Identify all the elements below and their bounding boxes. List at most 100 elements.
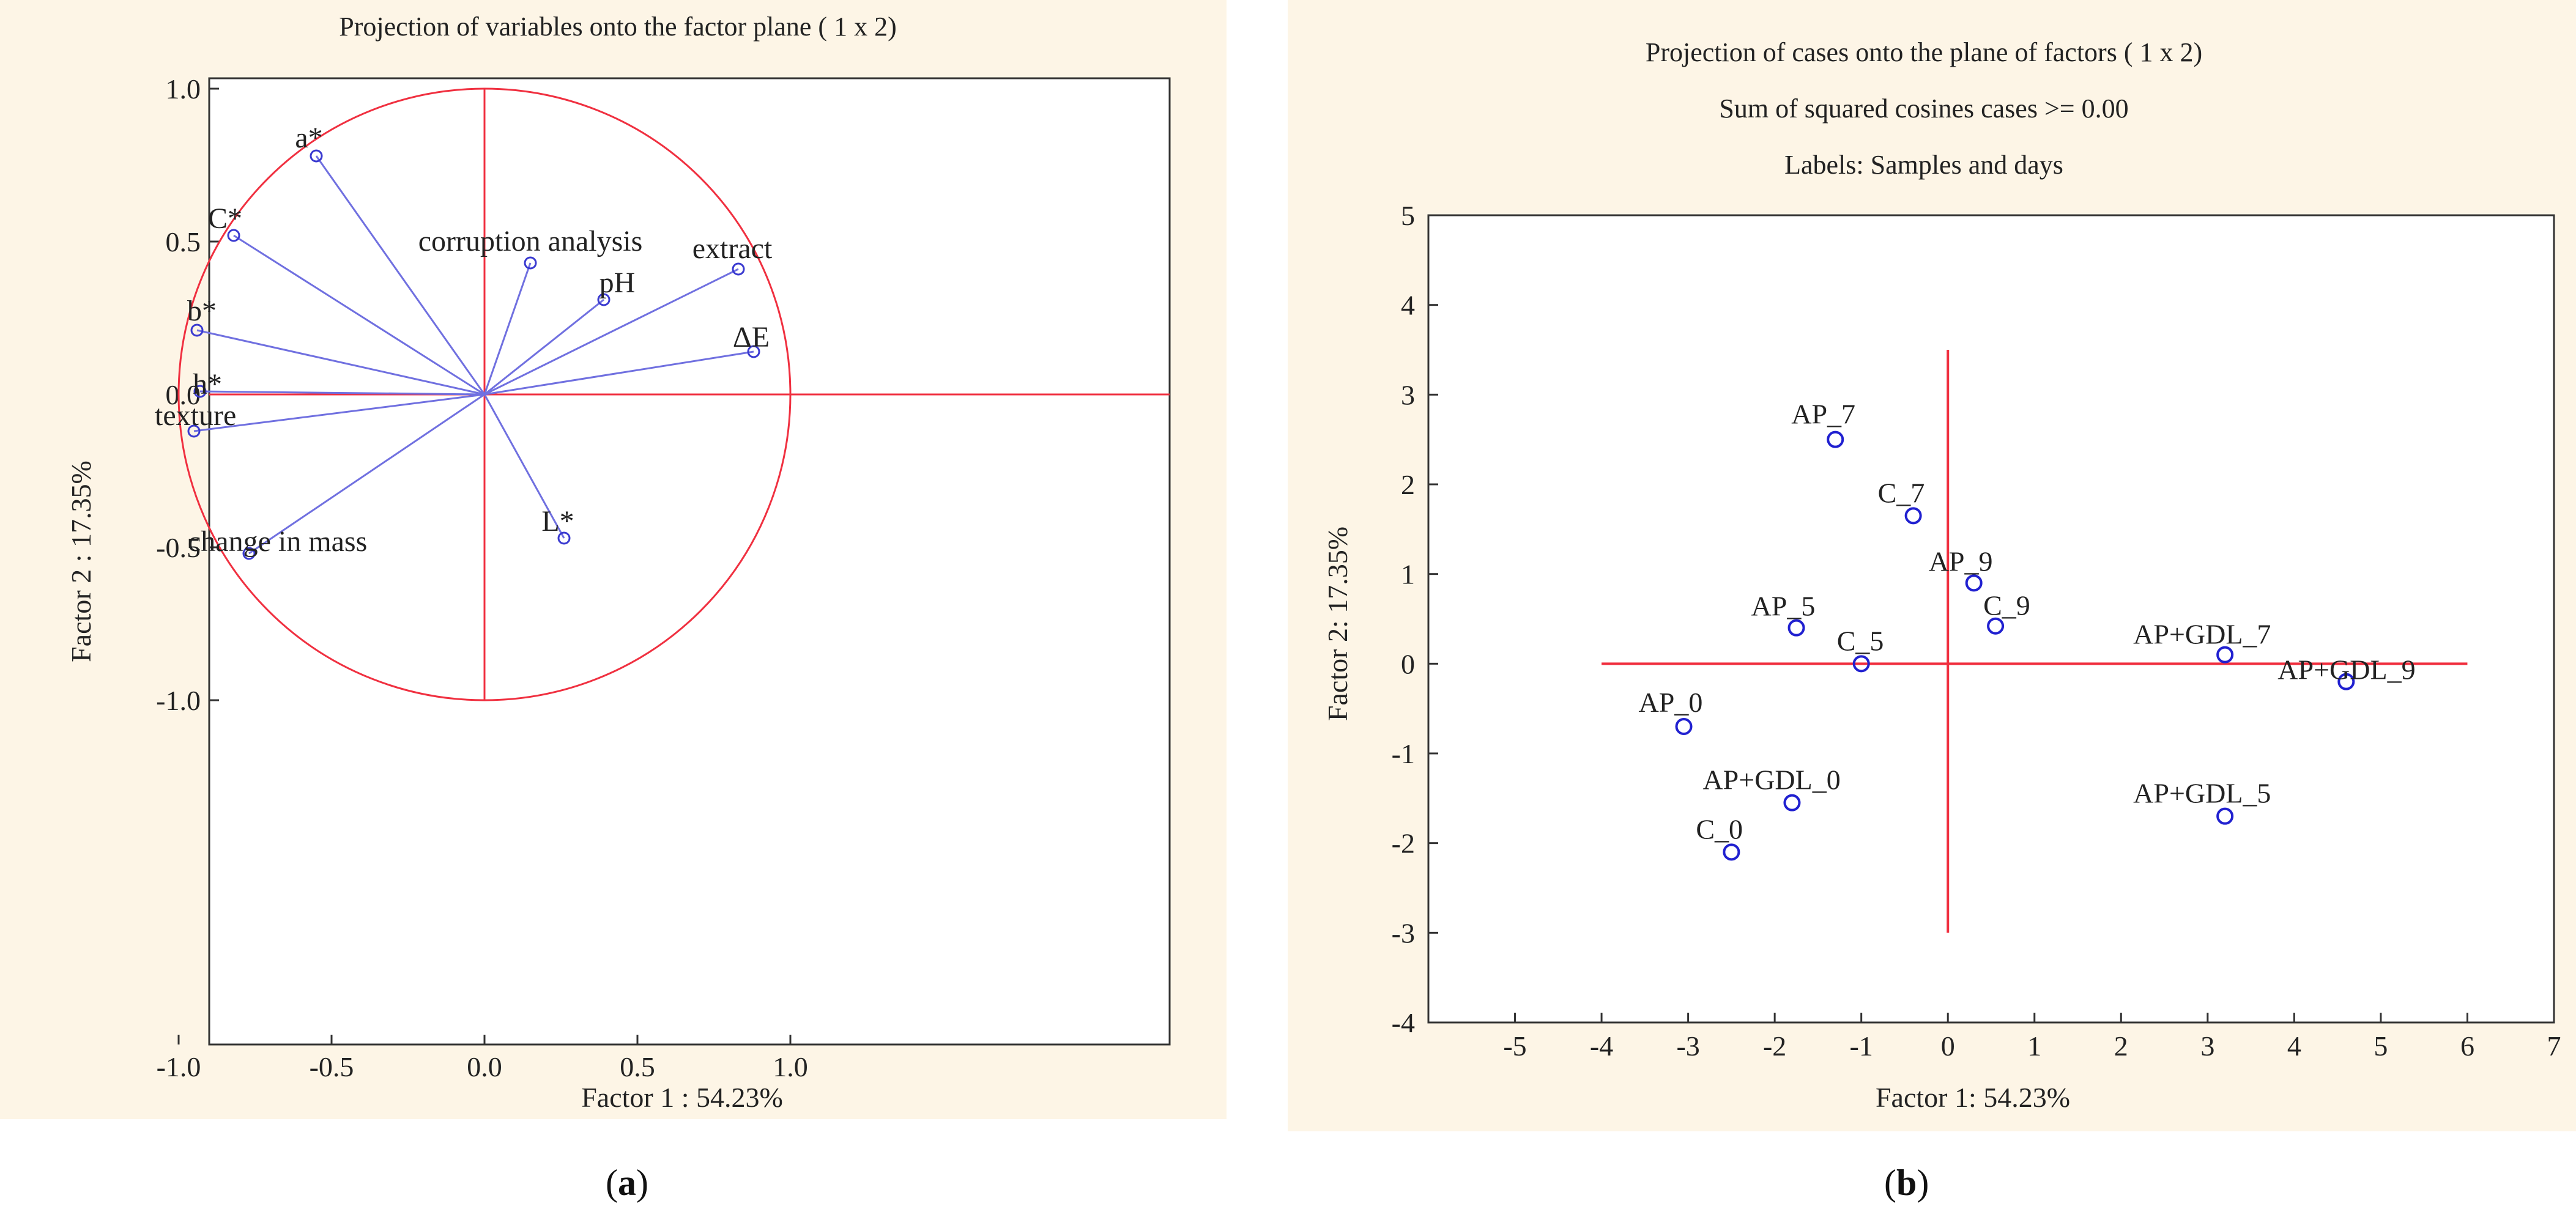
chart-b-point-5	[1852, 655, 1870, 673]
chart-a-vector-8	[193, 393, 485, 432]
chart-b-point-6	[2216, 646, 2234, 664]
chart-a-plot-area	[208, 77, 1171, 1046]
chart-b-point-label: C_0	[1696, 813, 1743, 845]
chart-b-point-9	[1783, 794, 1801, 811]
chart-b-point-label: AP+GDL_5	[2133, 778, 2271, 809]
chart-b-xtick-label: -4	[1590, 1030, 1613, 1062]
chart-a-point-1	[227, 229, 240, 242]
chart-b-point-label: AP+GDL_0	[1702, 764, 1840, 796]
chart-a-xtick-label: 0.5	[620, 1051, 655, 1082]
chart-b-ytick-label: -1	[1392, 738, 1415, 769]
chart-b-point-label: C_9	[1983, 590, 2030, 621]
chart-a-vector-5	[196, 329, 485, 396]
chart-b-point-label: C_7	[1878, 477, 1925, 508]
chart-a-ylabel: Factor 2 : 17.35%	[65, 460, 97, 662]
chart-a-point-label: extract	[692, 232, 773, 265]
chart-a-xtick-label: 0.0	[467, 1051, 502, 1082]
chart-b-point-label: AP+GDL_9	[2277, 654, 2415, 686]
chart-b-ytick-label: 1	[1401, 559, 1415, 590]
chart-b-point-label: AP_9	[1929, 545, 1993, 577]
chart-b-point-7	[2337, 673, 2355, 690]
chart-a-xtick-label: -0.5	[310, 1051, 354, 1082]
chart-a-vector-4	[484, 298, 604, 396]
chart-b-ytick-label: 0	[1401, 648, 1415, 679]
chart-b-point-label: AP_7	[1791, 399, 1855, 430]
caption-a-letter: a	[617, 1163, 636, 1203]
chart-a-point-10	[557, 531, 571, 545]
chart-b-xtick-label: -1	[1850, 1030, 1873, 1062]
chart-b-point-11	[1723, 843, 1740, 861]
chart-b-ytick-label: 5	[1401, 200, 1415, 231]
chart-a-ytick-label: -1.0	[156, 685, 201, 716]
chart-b-xtick-label: 5	[2374, 1030, 2388, 1062]
chart-b-ytick-label: 3	[1401, 379, 1415, 410]
chart-a-xtick-label: 1.0	[773, 1051, 808, 1082]
chart-b-xtick-label: 0	[1941, 1030, 1955, 1062]
chart-a-xlabel: Factor 1 : 54.23%	[581, 1082, 783, 1113]
chart-b-point-0	[1827, 431, 1844, 448]
chart-a-ytick-label: -0.5	[156, 532, 201, 563]
chart-b-subtitle2: Labels: Samples and days	[1784, 150, 2063, 180]
chart-a-point-4	[597, 293, 611, 306]
chart-b-point-3	[1987, 617, 2005, 635]
chart-a-point-7	[193, 385, 207, 398]
chart-a-vector-2	[483, 262, 532, 395]
chart-a-point-label: a*	[295, 122, 322, 154]
chart-a-point-label: change in mass	[188, 525, 367, 558]
panel-a: Projection of variables onto the factor …	[0, 0, 1227, 1119]
chart-a-point-label: corruption analysis	[418, 225, 643, 257]
chart-b-ytick-label: -2	[1392, 828, 1415, 859]
cases-factor-plane-chart: Projection of cases onto the plane of fa…	[1322, 37, 2561, 1113]
chart-b-ytick-label: -3	[1392, 917, 1415, 948]
chart-a-point-0	[310, 149, 323, 163]
chart-b-ytick-label: 4	[1401, 290, 1415, 321]
chart-b-xtick-label: 2	[2114, 1030, 2128, 1062]
chart-a-point-6	[747, 345, 760, 358]
chart-a-point-label: texture	[155, 399, 236, 432]
chart-b-ytick-label: -4	[1392, 1007, 1415, 1038]
chart-b-ylabel: Factor 2: 17.35%	[1322, 527, 1353, 721]
chart-a-point-label: ΔE	[733, 321, 770, 353]
chart-a-vector-6	[484, 350, 754, 396]
chart-a-ytick-label: 0.5	[166, 226, 201, 257]
chart-b-point-8	[1675, 718, 1693, 735]
chart-b-xtick-label: -2	[1763, 1030, 1786, 1062]
chart-b-point-2	[1965, 574, 1983, 592]
chart-a-vector-0	[315, 155, 486, 395]
panel-b: Projection of cases onto the plane of fa…	[1288, 0, 2576, 1131]
chart-a-vector-1	[233, 234, 485, 396]
chart-a-ytick-label: 1.0	[166, 73, 201, 105]
chart-a-vector-9	[248, 393, 485, 555]
chart-a-point-label: C*	[208, 202, 242, 235]
chart-a-title: Projection of variables onto the factor …	[339, 12, 896, 42]
chart-b-ytick-label: 2	[1401, 469, 1415, 500]
chart-b-xtick-label: 6	[2460, 1030, 2474, 1062]
chart-b-xtick-label: 4	[2287, 1030, 2301, 1062]
chart-a-xtick-label: -1.0	[157, 1051, 201, 1082]
chart-b-xtick-label: -3	[1676, 1030, 1699, 1062]
chart-b-point-label: AP_5	[1751, 591, 1816, 622]
chart-a-point-label: L*	[541, 505, 574, 538]
chart-b-point-label: C_5	[1837, 625, 1884, 656]
chart-a-point-8	[187, 424, 201, 438]
chart-b-point-label: AP_0	[1639, 687, 1703, 718]
chart-a-point-label: pH	[599, 267, 636, 299]
chart-a-point-9	[242, 547, 256, 560]
chart-b-title: Projection of cases onto the plane of fa…	[1646, 37, 2202, 67]
chart-a-point-2	[524, 256, 537, 270]
chart-b-point-10	[2216, 807, 2234, 825]
chart-a-point-3	[732, 262, 745, 276]
chart-a-vector-3	[484, 268, 739, 396]
chart-b-xtick-label: -5	[1503, 1030, 1526, 1062]
caption-a: (a)	[606, 1163, 648, 1203]
caption-b: (b)	[1884, 1163, 1929, 1203]
chart-b-xtick-label: 7	[2547, 1030, 2561, 1062]
chart-b-xlabel: Factor 1: 54.23%	[1876, 1082, 2070, 1113]
chart-b-point-4	[1787, 619, 1805, 637]
chart-b-point-label: AP+GDL_7	[2133, 619, 2271, 650]
chart-b-xtick-label: 3	[2200, 1030, 2214, 1062]
chart-b-point-1	[1904, 507, 1922, 525]
chart-a-vector-10	[483, 394, 565, 539]
chart-a-point-label: h*	[193, 368, 222, 401]
chart-a-point-5	[190, 323, 204, 337]
